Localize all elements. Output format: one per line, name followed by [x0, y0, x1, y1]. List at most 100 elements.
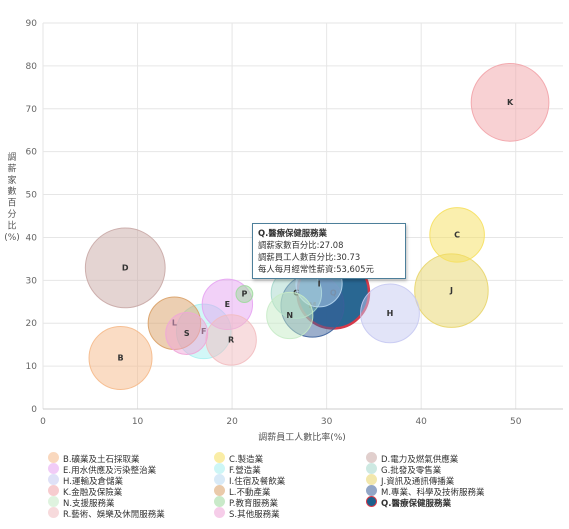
bubble-n-label: N — [286, 311, 293, 320]
y-tick-label: 80 — [26, 62, 38, 72]
legend-item-q[interactable]: Q.醫療保健服務業 — [366, 496, 451, 509]
bubble-i-label: I — [318, 279, 321, 288]
legend-label: L.不動產業 — [229, 488, 271, 498]
legend-swatch-icon — [48, 474, 59, 485]
legend-item-d[interactable]: D.電力及燃氣供應業 — [366, 452, 458, 465]
legend-swatch-icon — [366, 474, 377, 485]
legend-swatch-icon — [48, 463, 59, 474]
y-tick-label: 50 — [26, 191, 38, 201]
bubble-n[interactable]: N — [266, 291, 314, 340]
legend-item-m[interactable]: M.專業、科學及技術服務業 — [366, 485, 485, 498]
legend-swatch-icon — [48, 485, 59, 496]
tooltip-line-2: 調薪員工人數百分比:30.73 — [258, 252, 361, 262]
legend-label: I.住宿及餐飲業 — [229, 477, 286, 487]
bubble-k-circle[interactable] — [470, 62, 550, 142]
legend-item-p[interactable]: P.教育服務業 — [214, 496, 278, 509]
bubble-k-label: K — [507, 98, 514, 107]
bubble-h-label: H — [387, 309, 394, 318]
legend-swatch-icon — [48, 496, 59, 507]
tooltip: Q.醫療保健服務業 調薪家數百分比:27.08 調薪員工人數百分比:30.73 … — [252, 223, 406, 279]
bubble-c-label: C — [454, 230, 460, 239]
legend-swatch-icon — [214, 463, 225, 474]
bubble-c[interactable]: C — [429, 207, 485, 263]
bubble-k[interactable]: K — [470, 62, 550, 142]
legend-item-n[interactable]: N.支援服務業 — [48, 496, 115, 509]
x-tick-label: 30 — [321, 417, 333, 427]
legend-label: G.批發及零售業 — [381, 466, 442, 476]
y-tick-label: 30 — [26, 276, 38, 286]
legend-item-f[interactable]: F.營造業 — [214, 463, 261, 476]
legend-label: R.藝術、娛樂及休閒服務業 — [63, 510, 165, 520]
bubble-j-label: J — [449, 286, 453, 295]
bubble-d-circle[interactable] — [84, 227, 166, 309]
bubble-s[interactable]: S — [165, 312, 209, 356]
bubble-d[interactable]: D — [84, 227, 166, 309]
bubble-h-circle[interactable] — [360, 283, 420, 344]
legend-item-j[interactable]: J.資訊及通訊傳播業 — [366, 474, 454, 487]
legend-swatch-icon — [214, 474, 225, 485]
bubble-h[interactable]: H — [360, 283, 420, 344]
x-tick-label: 20 — [226, 417, 238, 427]
bubbles: DKJQBMHCFLEGRINSP — [84, 62, 550, 390]
y-tick-label: 40 — [26, 233, 38, 243]
bubble-b-circle[interactable] — [88, 325, 153, 390]
legend-swatch-icon — [214, 496, 225, 507]
legend-label: J.資訊及通訊傳播業 — [381, 477, 455, 487]
legend-label: E.用水供應及污染整治業 — [63, 466, 157, 476]
y-axis-title-text: 調薪家數百分比(%) — [4, 151, 20, 243]
legend-item-i[interactable]: I.住宿及餐飲業 — [214, 474, 285, 487]
legend-item-g[interactable]: G.批發及零售業 — [366, 463, 441, 476]
y-tick-label: 70 — [26, 105, 38, 115]
legend-swatch-icon — [366, 452, 377, 463]
bubble-b[interactable]: B — [88, 325, 153, 390]
legend-label: H.運輸及倉儲業 — [63, 477, 123, 487]
legend-item-s[interactable]: S.其他服務業 — [214, 507, 280, 520]
legend-item-e[interactable]: E.用水供應及污染整治業 — [48, 463, 156, 476]
legend-swatch-icon — [214, 485, 225, 496]
y-tick-label: 0 — [31, 405, 37, 415]
legend-item-c[interactable]: C.製造業 — [214, 452, 263, 465]
legend-item-h[interactable]: H.運輸及倉儲業 — [48, 474, 123, 487]
legend-swatch-icon — [366, 463, 377, 474]
legend-item-k[interactable]: K.金融及保險業 — [48, 485, 122, 498]
legend-label: M.專業、科學及技術服務業 — [381, 488, 485, 498]
legend-label: B.礦業及土石採取業 — [63, 455, 140, 465]
legend-label: C.製造業 — [229, 455, 264, 465]
x-tick-label: 50 — [510, 417, 522, 427]
bubble-n-circle[interactable] — [266, 291, 314, 340]
bubble-c-circle[interactable] — [429, 207, 485, 263]
tooltip-title: Q.醫療保健服務業 — [258, 228, 327, 238]
legend-label: N.支援服務業 — [63, 499, 115, 509]
x-tick-label: 10 — [132, 417, 144, 427]
bubble-j[interactable]: J — [414, 253, 489, 328]
bubble-d-label: D — [122, 263, 129, 272]
bubble-p-label: P — [241, 290, 247, 299]
legend-label: F.營造業 — [229, 466, 261, 476]
tooltip-line-1: 調薪家數百分比:27.08 — [258, 240, 344, 250]
x-axis-title: 調薪員工人數比率(%) — [258, 431, 346, 443]
tick-labels: 0 10 20 30 40 50 60 70 80 90 0 10 20 30 40 50 — [26, 19, 522, 427]
bubble-s-label: S — [184, 329, 190, 338]
y-tick-label: 10 — [26, 362, 38, 372]
legend-item-r[interactable]: R.藝術、娛樂及休閒服務業 — [48, 507, 165, 520]
bubble-p-circle[interactable] — [235, 285, 254, 303]
legend-swatch-icon — [366, 496, 377, 507]
bubble-b-label: B — [117, 353, 123, 362]
bubble-p[interactable]: P — [235, 285, 254, 303]
legend-label: D.電力及燃氣供應業 — [381, 455, 459, 465]
legend-swatch-icon — [48, 452, 59, 463]
x-tick-label: 40 — [415, 417, 427, 427]
legend-item-l[interactable]: L.不動產業 — [214, 485, 270, 498]
x-tick-label: 0 — [40, 417, 46, 427]
legend-item-b[interactable]: B.礦業及土石採取業 — [48, 452, 140, 465]
bubble-s-circle[interactable] — [165, 312, 209, 356]
tooltip-line-3: 每人每月經常性薪資:53,605元 — [258, 264, 374, 274]
legend-swatch-icon — [214, 507, 225, 518]
y-tick-label: 20 — [26, 319, 38, 329]
bubble-r[interactable]: R — [205, 314, 257, 366]
y-axis-title: 調薪家數百分比(%) — [4, 151, 20, 243]
legend-label: K.金融及保險業 — [63, 488, 123, 498]
legend-swatch-icon — [366, 485, 377, 496]
legend-label: S.其他服務業 — [229, 510, 280, 520]
